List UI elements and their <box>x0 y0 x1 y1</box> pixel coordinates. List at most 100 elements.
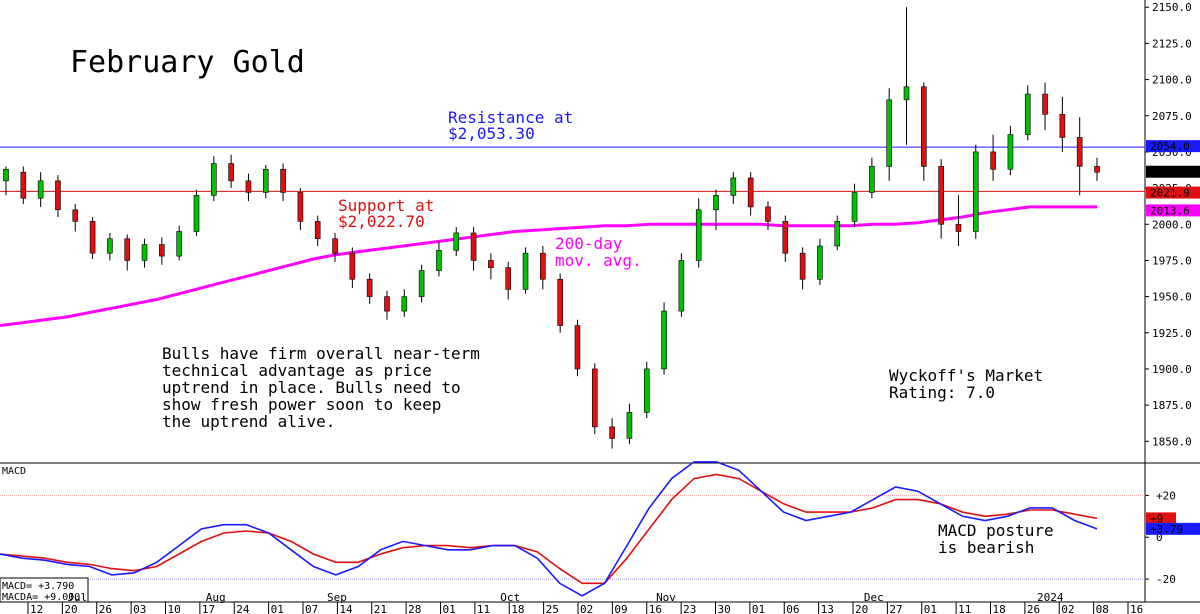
candle <box>747 172 754 216</box>
x-day-label: 17 <box>202 603 215 614</box>
x-month-label: Jul <box>67 591 87 604</box>
candle-body <box>332 238 338 254</box>
macd-value-tag: +3.79 <box>1150 523 1183 536</box>
candle <box>886 88 892 181</box>
candle-body <box>522 252 529 290</box>
candle-body <box>591 368 598 428</box>
last-price-label: 2036.3 <box>1150 166 1190 179</box>
macd-signal-tag: +9 <box>1150 512 1163 525</box>
candle <box>314 215 321 246</box>
candle <box>834 215 841 251</box>
candle <box>1024 85 1031 141</box>
candle-body <box>141 244 148 261</box>
commentary-line: Bulls have firm overall near-term <box>162 344 480 363</box>
candle <box>55 175 61 218</box>
candle-body <box>938 166 944 225</box>
candle-body <box>37 180 44 199</box>
candle <box>1076 117 1083 196</box>
x-day-label: 26 <box>1027 603 1040 614</box>
resistance-label-line1: Resistance at <box>448 108 573 127</box>
x-day-label: 23 <box>683 603 696 614</box>
x-day-label: 01 <box>752 603 765 614</box>
ma-label-line1: 200-day <box>555 234 623 253</box>
x-day-label: 08 <box>1096 603 1109 614</box>
candlesticks <box>3 7 1100 449</box>
candle <box>384 290 390 320</box>
price-tick-label: 1950.0 <box>1152 291 1192 304</box>
rating-line1: Wyckoff's Market <box>889 366 1043 385</box>
candle <box>903 7 910 145</box>
chart-title: February Gold <box>70 45 305 80</box>
rating-line2: Rating: 7.0 <box>889 383 995 402</box>
candle-body <box>297 192 304 222</box>
candle <box>3 166 9 196</box>
ma-label-line2: mov. avg. <box>555 251 642 270</box>
candle <box>661 302 667 375</box>
candle <box>488 253 494 280</box>
candle <box>332 232 338 262</box>
candle <box>869 157 875 199</box>
candle-body <box>851 192 858 222</box>
candle <box>921 82 927 181</box>
candle-body <box>20 171 27 199</box>
price-tick-label: 2150.0 <box>1152 1 1192 14</box>
x-day-label: 21 <box>374 603 387 614</box>
candle-body <box>418 270 425 297</box>
price-tick-label: 1925.0 <box>1152 327 1192 340</box>
support-label-line2: $2,022.70 <box>338 212 425 231</box>
candle-body <box>661 310 667 370</box>
candle-body <box>124 238 131 261</box>
x-day-label: 02 <box>1061 603 1074 614</box>
macd-tick-label: +20 <box>1156 489 1176 502</box>
candle <box>643 361 650 419</box>
candle <box>176 225 182 261</box>
price-tick-label: 2000.0 <box>1152 218 1192 231</box>
macd-value-tag-bg <box>1146 522 1200 535</box>
support-label-line1: Support at <box>338 196 434 215</box>
candle <box>938 159 944 239</box>
candle <box>124 234 131 271</box>
x-day-label: 20 <box>855 603 868 614</box>
candle <box>955 195 962 246</box>
candle <box>453 227 460 257</box>
x-month-label: Oct <box>500 591 520 604</box>
x-day-label: 01 <box>443 603 456 614</box>
x-month-label: Dec <box>864 591 884 604</box>
candle-body <box>713 195 719 211</box>
candle-body <box>765 206 771 222</box>
candle <box>851 183 858 228</box>
price-tick-label: 2125.0 <box>1152 37 1192 50</box>
candle <box>20 166 27 205</box>
x-day-label: 03 <box>133 603 146 614</box>
price-tick-label: 2100.0 <box>1152 74 1192 87</box>
price-tick-label: 1900.0 <box>1152 363 1192 376</box>
candle-body <box>1007 134 1014 170</box>
candle-body <box>972 151 979 232</box>
candle-body <box>955 223 962 232</box>
candle-body <box>3 168 9 182</box>
x-day-label: 20 <box>64 603 77 614</box>
x-month-label: Nov <box>656 591 676 604</box>
price-tick-label: 1975.0 <box>1152 254 1192 267</box>
x-day-label: 09 <box>614 603 627 614</box>
x-axis: 12 20 26 03 10 17 24 01 07 14 21 28 01 11 18 25 02 09 16 23… <box>0 591 1200 614</box>
moving-average <box>0 205 1097 327</box>
candle <box>349 247 356 288</box>
candle-body <box>886 99 892 167</box>
macd-line <box>0 461 1098 597</box>
macd-label: MACD <box>2 466 26 477</box>
macd-tick-label: 0 <box>1156 531 1163 544</box>
candle-body <box>470 232 477 261</box>
candle <box>540 245 546 290</box>
macd-signal-tag-bg <box>1146 512 1176 525</box>
candle <box>817 238 823 286</box>
candle-body <box>262 168 269 193</box>
price-levels <box>0 146 1145 192</box>
candle-body <box>280 168 286 193</box>
candle-body <box>921 86 927 167</box>
candle <box>591 363 598 435</box>
price-axis-labels: 2054.0 2036.3 2021.9 2013.6 <box>1146 140 1200 217</box>
candle <box>626 403 633 445</box>
commentary-line: show fresh power soon to keep <box>162 395 441 414</box>
